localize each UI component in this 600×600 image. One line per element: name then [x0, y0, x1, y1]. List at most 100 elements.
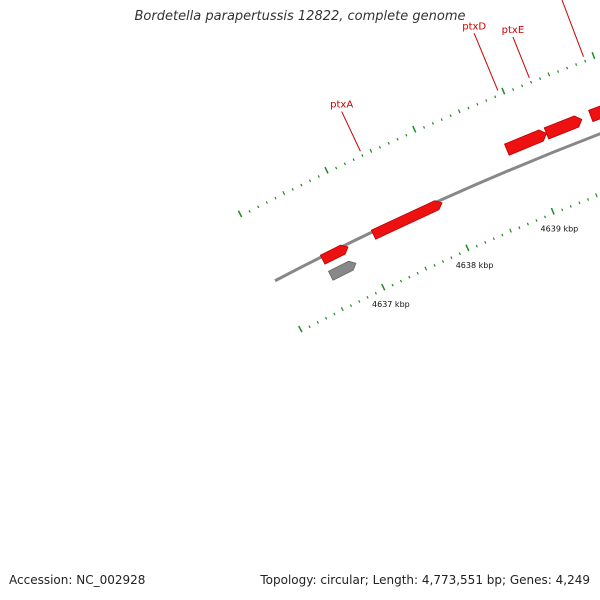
- minor-tick: [369, 148, 373, 153]
- minor-tick: [441, 260, 445, 263]
- minor-tick: [352, 158, 355, 162]
- gene-labels-group: ptxAptxDptxEptxCptlAptlBBPP4311BPP4312BP…: [330, 0, 584, 152]
- map-title: Bordetella parapertussis 12822, complete…: [134, 9, 466, 24]
- minor-tick: [396, 137, 399, 141]
- minor-tick: [422, 125, 426, 129]
- major-tick: [324, 166, 329, 174]
- minor-tick: [535, 219, 538, 222]
- minor-tick: [547, 72, 551, 77]
- cds-arrow: [370, 200, 443, 240]
- minor-tick: [569, 204, 572, 208]
- major-tick: [237, 210, 243, 218]
- minor-tick: [408, 275, 411, 279]
- minor-tick: [584, 59, 587, 63]
- minor-tick: [405, 133, 408, 137]
- minor-tick: [335, 166, 338, 170]
- minor-tick: [416, 271, 419, 275]
- minor-tick: [587, 198, 590, 201]
- minor-tick: [257, 205, 260, 209]
- minor-tick: [530, 80, 533, 84]
- minor-tick: [484, 241, 487, 244]
- ruler-label: 4637 kbp: [372, 300, 410, 309]
- accession-text: Accession: NC_002928: [9, 573, 146, 587]
- minor-tick: [265, 201, 268, 204]
- minor-tick: [340, 307, 344, 312]
- major-tick: [298, 325, 303, 333]
- minor-tick: [575, 63, 578, 66]
- minor-tick: [333, 312, 336, 316]
- minor-tick: [492, 237, 495, 241]
- minor-tick: [440, 118, 443, 121]
- major-tick: [381, 283, 386, 291]
- minor-tick: [566, 66, 569, 70]
- minor-tick: [450, 256, 453, 259]
- minor-tick: [578, 201, 581, 205]
- cds-arrow: [327, 260, 357, 281]
- label-leader-line: [561, 0, 584, 57]
- minor-tick: [512, 88, 515, 91]
- minor-tick: [349, 304, 353, 308]
- major-tick: [501, 87, 506, 95]
- gene-label: ptxA: [330, 99, 353, 110]
- minor-tick: [475, 244, 478, 248]
- minor-tick: [316, 321, 319, 324]
- major-tick: [465, 244, 470, 252]
- minor-tick: [308, 325, 311, 329]
- minor-tick: [374, 291, 377, 295]
- ruler-label: 4639 kbp: [541, 224, 579, 233]
- minor-tick: [391, 283, 394, 287]
- cds-arrow: [543, 115, 583, 140]
- minor-tick: [433, 263, 436, 267]
- backbone-line: [274, 132, 600, 283]
- gene-label: ptxE: [502, 25, 525, 36]
- minor-tick: [476, 102, 479, 106]
- minor-tick: [324, 316, 328, 320]
- cds-arrow: [319, 244, 349, 265]
- minor-tick: [561, 208, 564, 212]
- minor-tick: [378, 145, 382, 149]
- ruler-label: 4638 kbp: [456, 261, 494, 270]
- minor-tick: [518, 226, 521, 230]
- genome-summary-text: Topology: circular; Length: 4,773,551 bp…: [260, 573, 590, 587]
- backbone-group: [274, 132, 600, 283]
- minor-tick: [274, 196, 277, 200]
- minor-tick: [300, 183, 303, 187]
- major-tick: [550, 207, 555, 215]
- minor-tick: [485, 99, 488, 102]
- minor-tick: [366, 295, 369, 299]
- minor-tick: [282, 190, 286, 196]
- ruler-ticks-group: [237, 52, 598, 333]
- minor-tick: [467, 106, 470, 110]
- features-group: [319, 105, 600, 281]
- minor-tick: [509, 228, 512, 233]
- major-tick: [412, 125, 417, 133]
- major-tick: [591, 52, 596, 60]
- minor-tick: [387, 141, 390, 145]
- minor-tick: [248, 209, 251, 213]
- minor-tick: [494, 95, 497, 99]
- cds-arrow: [588, 105, 600, 123]
- minor-tick: [424, 266, 428, 271]
- minor-tick: [358, 300, 361, 303]
- minor-tick: [449, 114, 452, 118]
- minor-tick: [557, 70, 560, 73]
- minor-tick: [308, 179, 312, 183]
- minor-tick: [361, 154, 364, 157]
- label-leader-line: [512, 36, 530, 78]
- minor-tick: [595, 193, 598, 198]
- minor-tick: [291, 187, 294, 191]
- gene-label: ptxD: [462, 21, 486, 32]
- label-leader-line: [341, 111, 361, 152]
- minor-tick: [431, 122, 434, 125]
- cds-arrow: [503, 129, 547, 156]
- minor-tick: [458, 252, 461, 256]
- minor-tick: [343, 162, 346, 166]
- minor-tick: [501, 233, 504, 237]
- minor-tick: [539, 77, 542, 80]
- minor-tick: [521, 84, 524, 88]
- minor-tick: [317, 175, 320, 178]
- minor-tick: [457, 109, 461, 114]
